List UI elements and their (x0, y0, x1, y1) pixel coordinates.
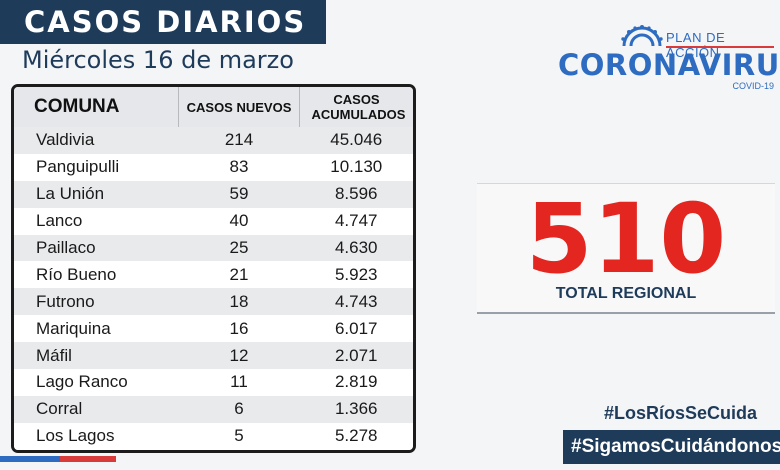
cell-comuna: Corral (14, 395, 179, 423)
cell-nuevos: 40 (178, 207, 300, 235)
page-title: CASOS DIARIOS (24, 5, 307, 39)
cell-nuevos: 5 (178, 422, 300, 450)
logo-name: CORONAVIRUS (558, 48, 780, 82)
hashtag-los-rios: #LosRíosSeCuida (604, 403, 758, 423)
total-value: 510 (525, 183, 727, 295)
cell-acumulados: 2.819 (299, 369, 413, 396)
cell-nuevos: 214 (178, 127, 300, 154)
date-subtitle: Miércoles 16 de marzo (22, 46, 294, 74)
header-casos-acumulados: CASOS ACUMULADOS (299, 87, 413, 127)
cell-nuevos: 83 (178, 153, 300, 181)
logo-plan-text: PLAN DE ACCIÓN (666, 30, 726, 60)
table-row: Futrono 18 4.743 (14, 288, 413, 316)
cell-acumulados: 10.130 (299, 153, 413, 181)
table-row: La Unión 59 8.596 (14, 180, 413, 208)
table-row: Paillaco 25 4.630 (14, 234, 413, 262)
table-header-row: COMUNA CASOS NUEVOS CASOS ACUMULADOS (14, 87, 413, 127)
cell-comuna: Máfil (14, 342, 179, 370)
cell-acumulados: 6.017 (299, 315, 413, 343)
cell-comuna: Valdivia (14, 127, 179, 154)
table-row: Mariquina 16 6.017 (14, 315, 413, 343)
table-row: Río Bueno 21 5.923 (14, 261, 413, 289)
table-row: Panguipulli 83 10.130 (14, 153, 413, 181)
cell-acumulados: 4.630 (299, 234, 413, 262)
cell-acumulados: 1.366 (299, 395, 413, 423)
header-casos-nuevos: CASOS NUEVOS (178, 87, 300, 127)
cell-acumulados: 5.923 (299, 261, 413, 289)
logo-underline (666, 46, 774, 48)
hashtag-sigamos: #SigamosCuidándonos (563, 430, 780, 464)
cell-nuevos: 25 (178, 234, 300, 262)
cell-nuevos: 11 (178, 369, 300, 396)
cell-acumulados: 5.278 (299, 422, 413, 450)
table-row: Valdivia 214 45.046 (14, 127, 413, 154)
cases-table-container: COMUNA CASOS NUEVOS CASOS ACUMULADOS Val… (11, 84, 416, 453)
table-row: Corral 6 1.366 (14, 395, 413, 423)
cell-nuevos: 6 (178, 395, 300, 423)
cell-comuna: La Unión (14, 180, 179, 208)
cell-acumulados: 4.743 (299, 288, 413, 316)
cell-comuna: Lanco (14, 207, 179, 235)
cell-comuna: Panguipulli (14, 153, 179, 181)
cell-nuevos: 21 (178, 261, 300, 289)
cases-table: COMUNA CASOS NUEVOS CASOS ACUMULADOS Val… (14, 87, 413, 450)
cell-comuna: Río Bueno (14, 261, 179, 289)
table-row: Máfil 12 2.071 (14, 342, 413, 370)
total-regional-card: 510 TOTAL REGIONAL (477, 183, 775, 314)
header-comuna: COMUNA (14, 87, 179, 127)
total-label: TOTAL REGIONAL (555, 285, 697, 302)
cell-nuevos: 12 (178, 342, 300, 370)
table-row: Los Lagos 5 5.278 (14, 422, 413, 450)
page-title-banner: CASOS DIARIOS (0, 0, 326, 44)
cell-nuevos: 16 (178, 315, 300, 343)
cell-acumulados: 45.046 (299, 127, 413, 154)
footer-stripe-red (60, 456, 116, 462)
logo-subtext: COVID-19 (732, 81, 774, 91)
cell-comuna: Mariquina (14, 315, 179, 343)
cell-comuna: Lago Ranco (14, 369, 179, 396)
cell-acumulados: 2.071 (299, 342, 413, 370)
cell-acumulados: 8.596 (299, 180, 413, 208)
cell-comuna: Futrono (14, 288, 179, 316)
cell-comuna: Paillaco (14, 234, 179, 262)
cell-comuna: Los Lagos (14, 422, 179, 450)
table-row: Lago Ranco 11 2.819 (14, 369, 413, 396)
cell-acumulados: 4.747 (299, 207, 413, 235)
header-casos-acumulados-label: CASOS ACUMULADOS (311, 92, 406, 122)
cell-nuevos: 59 (178, 180, 300, 208)
footer-stripe-blue (0, 456, 60, 462)
table-row: Lanco 40 4.747 (14, 207, 413, 235)
virus-icon (621, 25, 663, 47)
coronavirus-logo: PLAN DE ACCIÓN CORONAVIRUS COVID-19 (558, 20, 780, 92)
cell-nuevos: 18 (178, 288, 300, 316)
